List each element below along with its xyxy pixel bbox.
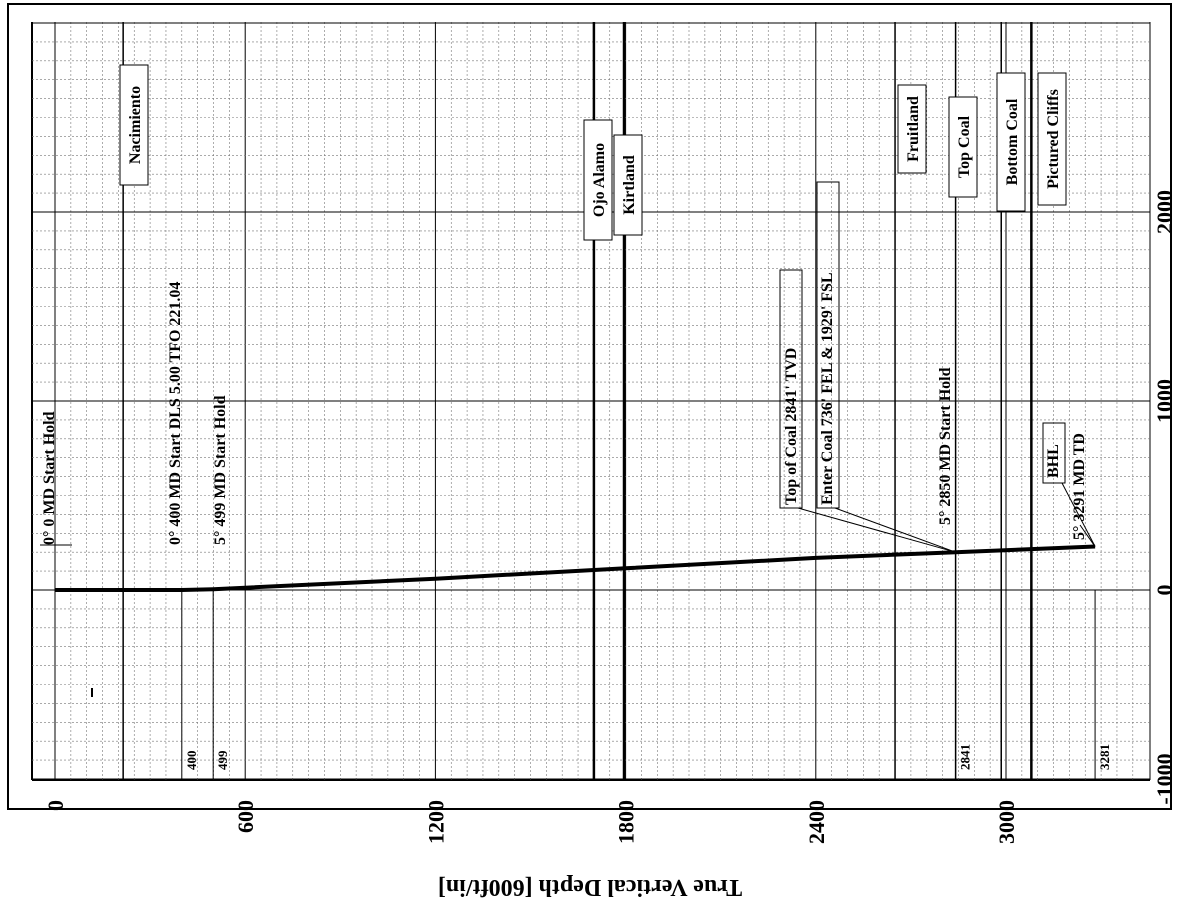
formation-label-box [948, 96, 978, 198]
marker-label: 499 [215, 750, 230, 770]
offset-tick-label: -1000 [1152, 753, 1177, 804]
offset-tick-label: 2000 [1152, 190, 1177, 234]
tvd-tick-label: 2400 [804, 800, 829, 844]
formation-layer: Nacimiento Ojo Alamo Kirtland Fruitland Top … [119, 22, 1067, 780]
annotation-box [816, 181, 840, 509]
formation-label: Top Coal [956, 115, 973, 178]
annotation-leader [797, 507, 956, 553]
annotation-leader [1061, 482, 1096, 547]
annotation-label: 5° 3291 MD TD [1071, 433, 1088, 540]
formation-label: Ojo Alamo [591, 143, 608, 217]
formation-label: Pictured Cliffs [1045, 89, 1062, 189]
annotation-label: 0° 400 MD Start DLS 5.00 TFO 221.04 [167, 282, 184, 545]
marker-label: 3281 [1097, 744, 1112, 770]
offset-tick-label: 1000 [1152, 379, 1177, 423]
formation-label: Fruitland [905, 96, 922, 162]
tvd-tick-label: 3000 [994, 800, 1019, 844]
annotation-box [779, 269, 803, 509]
marker-label: 2841 [958, 744, 973, 770]
annotation-label: Enter Coal 736' FEL & 1929' FSL [819, 272, 836, 505]
formation-label-box [897, 84, 927, 174]
well-path-line [55, 544, 1096, 592]
y-axis-label: True Vertical Depth [600ft/in] [438, 874, 742, 900]
tick-layer: 0 600 1200 1800 2400 3000 -1000 0 1000 2000 [43, 190, 1177, 844]
annotation-leader [1079, 524, 1096, 547]
annotation-label: BHL [1045, 444, 1062, 478]
well-path-layer: 400 499 2841 3281 [55, 544, 1112, 780]
formation-label-box [1037, 72, 1067, 206]
formation-label: Kirtland [621, 155, 638, 215]
annotation-label: 5° 2850 MD Start Hold [937, 367, 954, 525]
offset-tick-label: 0 [1152, 585, 1177, 596]
formation-label-box [613, 134, 643, 236]
formation-label: Bottom Coal [1004, 98, 1021, 185]
annotation-leader [834, 507, 956, 553]
annotation-box [1042, 422, 1066, 484]
annotation-label: 5° 499 MD Start Hold [212, 395, 229, 545]
formation-label-box [583, 119, 613, 241]
annotation-label: Top of Coal 2841' TVD [783, 348, 800, 505]
annotation-label: 0° 0 MD Start Hold [41, 411, 58, 545]
tvd-tick-label: 1800 [614, 800, 639, 844]
formation-label: Nacimiento [127, 86, 144, 164]
tvd-tick-label: 600 [233, 800, 258, 833]
formation-label-box [996, 72, 1026, 212]
tvd-tick-label: 1200 [423, 800, 448, 844]
annotation-layer: 0° 0 MD Start Hold 0° 400 MD Start DLS 5.… [40, 181, 1096, 697]
formation-label-box [119, 64, 149, 186]
plot-frame [7, 3, 1172, 810]
tvd-tick-label: 0 [43, 800, 68, 811]
marker-label: 400 [184, 751, 199, 771]
